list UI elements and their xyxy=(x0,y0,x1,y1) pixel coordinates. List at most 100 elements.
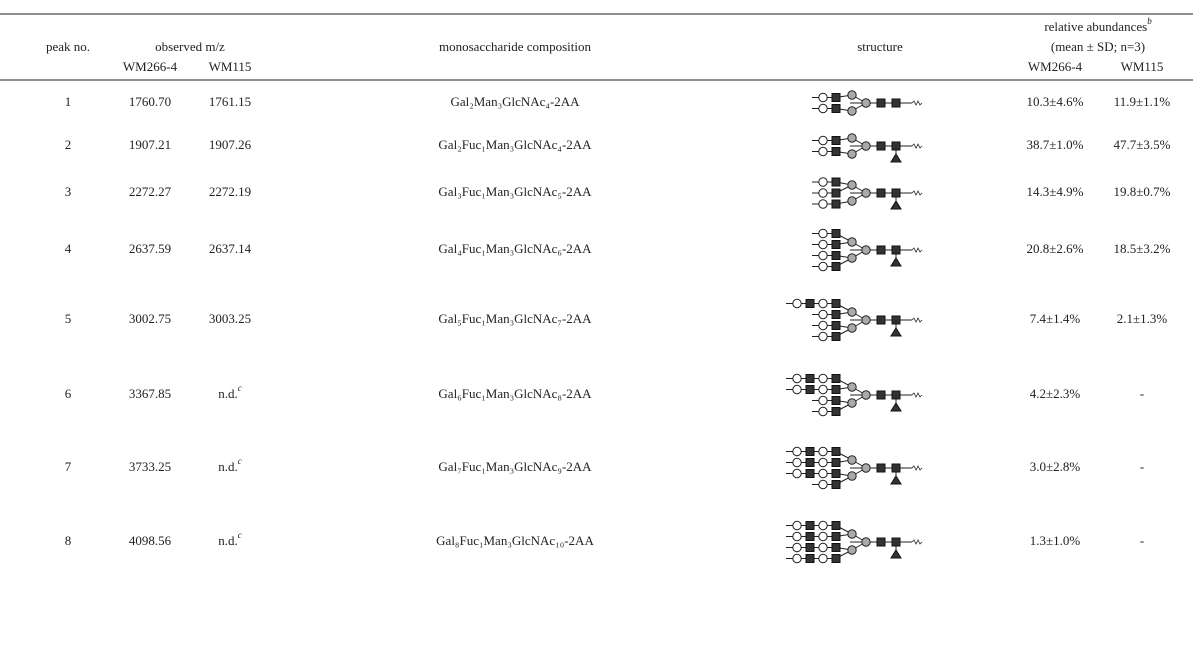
mannose xyxy=(847,253,857,263)
header-abundance: relative abundancesb xyxy=(1044,16,1152,34)
header-abundance-sub: (mean ± SD; n=3) xyxy=(1051,39,1145,54)
galactose xyxy=(818,457,828,468)
galactose xyxy=(818,188,828,198)
glcnac xyxy=(831,521,841,530)
glcnac xyxy=(891,98,901,108)
mz-value: 4098.56 xyxy=(129,533,172,548)
mz-value: 2637.14 xyxy=(209,241,252,256)
abundance: 3.0±2.8% xyxy=(1030,459,1081,474)
glcnac xyxy=(831,543,841,552)
mz-value: 2272.19 xyxy=(209,184,251,199)
glcnac xyxy=(831,136,841,145)
mz-value: 3733.25 xyxy=(129,459,171,474)
footnote-mark: c xyxy=(238,383,242,393)
galactose xyxy=(818,446,828,457)
mannose xyxy=(847,237,857,247)
galactose xyxy=(818,309,828,320)
mannose xyxy=(861,98,871,108)
mz-value: 1761.15 xyxy=(209,94,251,109)
mz-text: n.d. xyxy=(218,386,238,401)
galactose xyxy=(792,384,802,395)
galactose xyxy=(792,553,802,564)
galactose xyxy=(792,468,802,479)
galactose xyxy=(818,250,828,261)
galactose xyxy=(818,553,828,564)
composition: Gal₅Fuc₁Man₃GlcNAc₇-2AA xyxy=(438,311,592,326)
galactose xyxy=(818,320,828,331)
reducing-end xyxy=(911,143,923,149)
galactose xyxy=(818,479,828,490)
glcnac xyxy=(805,447,815,456)
glcnac xyxy=(876,463,886,473)
galactose xyxy=(818,531,828,542)
peak-no: 4 xyxy=(65,241,72,256)
peak-no: 5 xyxy=(65,311,72,326)
reducing-end xyxy=(911,190,923,196)
header-col: WM266-4 xyxy=(123,59,178,74)
glcnac xyxy=(805,374,815,383)
glcnac xyxy=(876,537,886,547)
peak-no: 7 xyxy=(65,459,72,474)
galactose xyxy=(818,177,828,187)
glycan-structure xyxy=(786,298,923,342)
composition: Gal₂Man₃GlcNAc₄-2AA xyxy=(450,94,580,109)
galactose xyxy=(818,520,828,531)
glcnac xyxy=(831,310,841,319)
mannose xyxy=(861,315,871,325)
glcnac xyxy=(831,469,841,478)
glcnac xyxy=(805,532,815,541)
abundance: 11.9±1.1% xyxy=(1114,94,1171,109)
header-col: WM115 xyxy=(1121,59,1164,74)
mz-text: n.d. xyxy=(218,459,238,474)
mannose xyxy=(861,390,871,400)
glcnac xyxy=(831,177,841,187)
glcnac xyxy=(831,104,841,113)
abundance: 47.7±3.5% xyxy=(1114,137,1171,152)
glcnac xyxy=(876,98,886,108)
mannose xyxy=(861,245,871,255)
mz-value: 1760.70 xyxy=(129,94,171,109)
composition: Gal₈Fuc₁Man₃GlcNAc₁₀-2AA xyxy=(436,533,594,548)
footnote-mark: c xyxy=(238,530,242,540)
glcnac xyxy=(831,262,841,271)
glcnac xyxy=(805,299,815,308)
mz-text: n.d. xyxy=(218,533,238,548)
galactose xyxy=(818,468,828,479)
header-structure: structure xyxy=(857,39,903,54)
mz-value: 3003.25 xyxy=(209,311,251,326)
composition: Gal₇Fuc₁Man₃GlcNAc₉-2AA xyxy=(438,459,592,474)
abundance: 4.2±2.3% xyxy=(1030,386,1081,401)
glcnac xyxy=(831,147,841,156)
fucose xyxy=(890,549,902,559)
abundance: 20.8±2.6% xyxy=(1027,241,1084,256)
mannose xyxy=(847,90,857,100)
galactose xyxy=(818,135,828,146)
glcnac xyxy=(831,480,841,489)
galactose xyxy=(792,457,802,468)
glcnac xyxy=(831,385,841,394)
glcnac xyxy=(831,321,841,330)
mannose xyxy=(847,323,857,333)
galactose xyxy=(792,542,802,553)
glcnac xyxy=(831,447,841,456)
mannose xyxy=(847,196,857,206)
glycan-structure xyxy=(812,228,923,272)
abundance: - xyxy=(1140,459,1144,474)
header-col: WM266-4 xyxy=(1028,59,1083,74)
composition: Gal₆Fuc₁Man₃GlcNAc₈-2AA xyxy=(438,386,592,401)
mz-value: n.d.c xyxy=(218,456,242,474)
glcnac xyxy=(831,299,841,308)
glcnac xyxy=(805,469,815,478)
glcnac xyxy=(805,543,815,552)
glcnac xyxy=(831,93,841,102)
galactose xyxy=(818,199,828,209)
glcnac xyxy=(831,554,841,563)
reducing-end xyxy=(911,100,923,106)
abundance: 19.8±0.7% xyxy=(1114,184,1171,199)
reducing-end xyxy=(911,247,923,253)
galactose xyxy=(818,406,828,417)
glcnac xyxy=(876,245,886,255)
galactose xyxy=(792,446,802,457)
mannose xyxy=(847,149,857,159)
